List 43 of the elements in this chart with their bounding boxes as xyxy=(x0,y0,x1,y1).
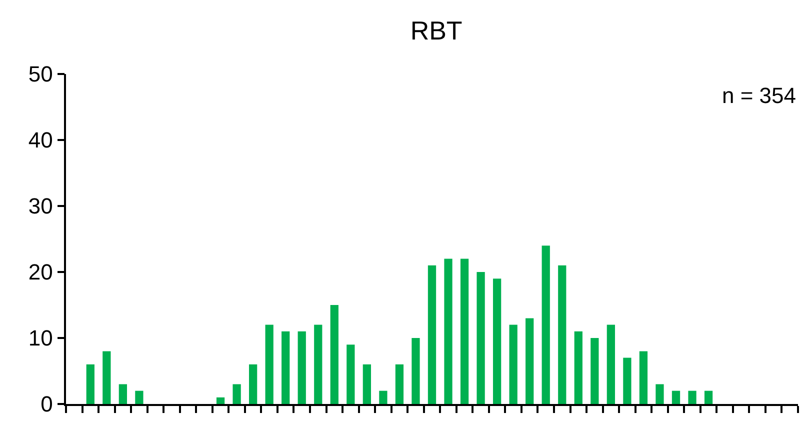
bar xyxy=(118,384,127,404)
bar xyxy=(688,390,696,404)
bar xyxy=(639,351,648,404)
bar xyxy=(526,318,534,404)
bar xyxy=(395,364,404,404)
chart-title: RBT xyxy=(410,16,462,46)
y-tick-label: 50 xyxy=(28,62,53,87)
y-tick-label: 20 xyxy=(28,260,53,285)
bar xyxy=(362,364,371,404)
bar xyxy=(704,390,713,404)
bar xyxy=(282,331,290,404)
bar xyxy=(623,358,632,404)
bar xyxy=(249,364,258,404)
y-tick-label: 10 xyxy=(28,326,53,351)
bar xyxy=(460,258,469,404)
bar xyxy=(656,384,664,404)
bar xyxy=(232,384,241,404)
y-tick-label: 0 xyxy=(40,392,53,417)
annotation: n = 354 xyxy=(722,83,796,108)
bar xyxy=(493,278,502,404)
bar xyxy=(346,344,355,404)
bar xyxy=(379,390,388,404)
bar xyxy=(542,246,550,404)
bar xyxy=(476,272,485,404)
bar xyxy=(606,324,615,404)
bar xyxy=(509,324,518,404)
bar xyxy=(330,305,338,404)
bar xyxy=(102,351,111,404)
y-tick-label: 30 xyxy=(28,194,53,219)
bar xyxy=(574,331,582,404)
bar xyxy=(86,364,94,404)
bar xyxy=(558,265,566,404)
bar xyxy=(590,338,599,404)
bar xyxy=(265,324,274,404)
bar xyxy=(135,390,144,404)
bar xyxy=(314,324,322,404)
y-tick-label: 40 xyxy=(28,128,53,153)
bar xyxy=(412,338,420,404)
bar xyxy=(428,265,436,404)
bar xyxy=(298,331,306,404)
bar xyxy=(444,258,452,404)
bar xyxy=(672,390,680,404)
bar xyxy=(216,397,225,404)
